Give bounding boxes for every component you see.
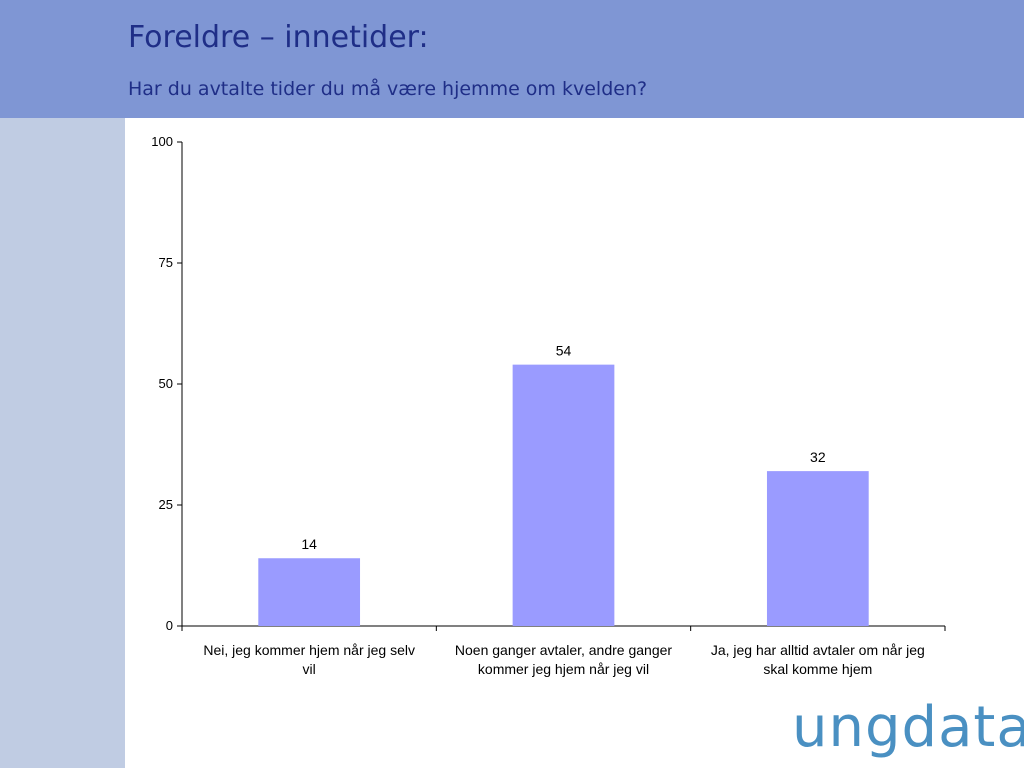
ungdata-logo: ungdata — [792, 695, 1024, 760]
category-label: skal komme hjem — [763, 661, 872, 677]
data-label: 14 — [301, 536, 317, 552]
slide-title: Foreldre – innetider: — [128, 20, 429, 55]
header-band — [0, 0, 1024, 118]
y-tick-label: 0 — [166, 618, 173, 633]
bar — [512, 364, 615, 626]
y-tick-label: 50 — [159, 376, 173, 391]
slide-subtitle: Har du avtalte tider du må være hjemme o… — [128, 78, 648, 100]
category-label: Ja, jeg har alltid avtaler om når jeg — [711, 642, 925, 658]
data-label: 54 — [556, 343, 572, 359]
y-tick-label: 100 — [151, 134, 173, 149]
category-label: Nei, jeg kommer hjem når jeg selv — [203, 642, 415, 658]
bar-chart: 0 25 50 75 100 14 Nei, jeg kommer hjem når jeg… — [151, 134, 946, 677]
sidebar-band — [0, 118, 125, 768]
y-tick-label: 75 — [159, 255, 173, 270]
bar — [258, 558, 361, 626]
y-tick-label: 25 — [159, 497, 173, 512]
category-label: kommer jeg hjem når jeg vil — [478, 661, 649, 677]
bar — [766, 471, 869, 626]
category-label: Noen ganger avtaler, andre ganger — [455, 642, 672, 658]
data-label: 32 — [810, 449, 826, 465]
category-label: vil — [303, 661, 316, 677]
